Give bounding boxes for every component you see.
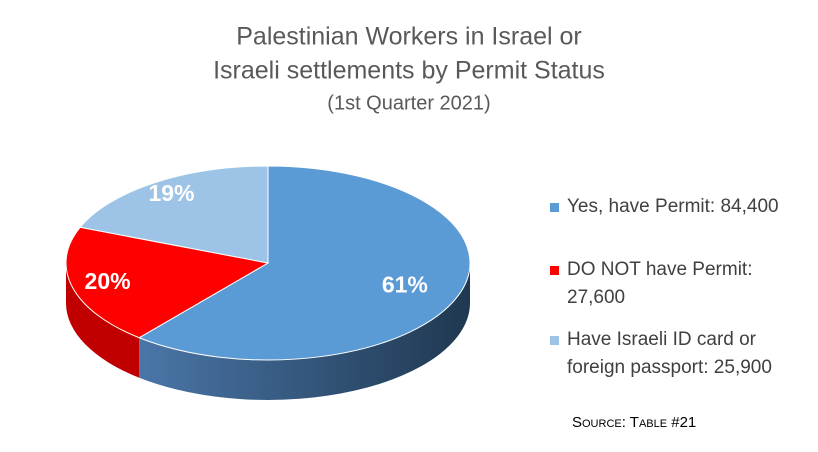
source-note: Source: Table #21 (572, 414, 697, 431)
data-label: 19% (148, 180, 194, 206)
slice (79, 165, 269, 264)
legend-item: DO NOT have Permit: 27,600 (550, 256, 800, 312)
legend-label: DO NOT have Permit: 27,600 (567, 259, 753, 308)
data-label: 20% (85, 268, 131, 294)
chart-subtitle: (1st Quarter 2021) (327, 92, 490, 114)
slice (65, 226, 270, 339)
legend-swatch (550, 336, 559, 345)
legend-item: Yes, have Permit: 84,400 (550, 193, 800, 221)
data-label: 61% (382, 272, 428, 298)
legend-item: Have Israeli ID card or foreign passport… (550, 326, 800, 382)
chart-title: Israeli settlements by Permit Status (213, 57, 605, 85)
legend-label: Yes, have Permit: 84,400 (567, 196, 779, 217)
legend-label: Have Israeli ID card or foreign passport… (567, 329, 772, 378)
legend-swatch (550, 266, 559, 275)
slice-side (139, 263, 470, 400)
legend-swatch (550, 203, 559, 212)
slice (138, 165, 471, 361)
chart-title: Palestinian Workers in Israel or (236, 23, 582, 51)
slice-side (66, 263, 140, 378)
